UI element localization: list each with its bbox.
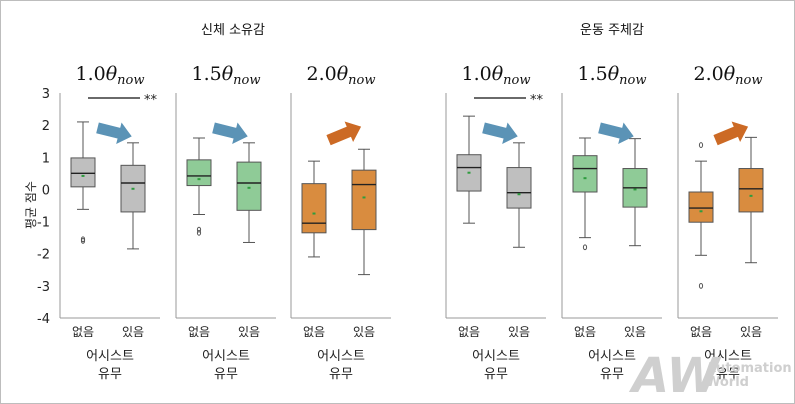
x-category-label: 있음: [353, 325, 375, 339]
x-axis-title: 어시스트: [588, 349, 636, 364]
y-tick-label: 0: [42, 183, 50, 198]
outlier-point: [196, 226, 202, 233]
x-axis-title: 어시스트: [704, 349, 752, 364]
trend-arrow: [713, 121, 749, 146]
panel-title: 2.0θnow: [694, 63, 763, 88]
x-axis-title: 유무: [600, 367, 624, 382]
x-category-label: 없음: [303, 325, 325, 339]
x-category-label: 없음: [72, 325, 94, 339]
trend-arrow: [96, 122, 132, 144]
y-tick-label: 3: [42, 87, 50, 102]
box-iqr: [236, 161, 262, 211]
trend-arrow-shape: [482, 122, 518, 144]
y-tick-label: -1: [37, 216, 50, 231]
y-tick-label: -3: [37, 280, 50, 295]
box-iqr: [572, 155, 598, 193]
x-category-label: 있음: [624, 325, 646, 339]
trend-arrow: [326, 121, 362, 146]
trend-arrow-shape: [96, 122, 132, 144]
panel-title: 1.0θnow: [462, 63, 531, 88]
trend-arrow-shape: [713, 121, 749, 146]
panel-title: 1.0θnow: [76, 63, 145, 88]
x-axis-title: 유무: [484, 367, 508, 382]
x-axis-title: 유무: [716, 367, 740, 382]
x-category-label: 없음: [690, 325, 712, 339]
x-category-label: 없음: [458, 325, 480, 339]
box-iqr: [506, 167, 532, 209]
box-iqr: [738, 168, 764, 213]
y-tick-label: 1: [42, 151, 50, 166]
x-category-label: 있음: [508, 325, 530, 339]
panel-title: 2.0θnow: [307, 63, 376, 88]
outlier-point: [80, 237, 86, 244]
x-category-label: 없음: [574, 325, 596, 339]
x-axis-title: 유무: [329, 367, 353, 382]
trend-arrow: [482, 122, 518, 144]
y-tick-label: 2: [42, 119, 50, 134]
x-axis-title: 유무: [98, 367, 122, 382]
x-category-label: 있음: [122, 325, 144, 339]
outlier-point: [698, 142, 704, 148]
outlier-point: [698, 282, 704, 289]
group-title: 신체 소유감: [201, 23, 265, 38]
box-iqr: [351, 169, 377, 231]
watermark-text: World: [706, 375, 749, 390]
panel-title: 1.5θnow: [192, 63, 261, 88]
outlier-point: [196, 229, 202, 236]
outlier-point: [582, 244, 588, 251]
trend-arrow-shape: [598, 122, 634, 144]
box-iqr: [70, 157, 96, 188]
box-iqr: [301, 183, 327, 234]
x-axis-title: 어시스트: [202, 349, 250, 364]
trend-arrow-shape: [326, 121, 362, 146]
x-axis-title: 어시스트: [472, 349, 520, 364]
x-category-label: 있음: [238, 325, 260, 339]
y-tick-label: -2: [37, 248, 50, 263]
watermark-text: Automation: [706, 361, 792, 376]
x-axis-title: 어시스트: [86, 349, 134, 364]
watermark-logo: AW: [628, 348, 722, 404]
box-iqr: [688, 191, 714, 223]
y-tick-label: -4: [37, 312, 50, 327]
x-category-label: 없음: [188, 325, 210, 339]
significance-label: **: [144, 93, 158, 108]
trend-arrow: [598, 122, 634, 144]
trend-arrow: [212, 122, 248, 144]
x-axis-title: 어시스트: [317, 349, 365, 364]
significance-label: **: [530, 93, 544, 108]
x-category-label: 있음: [740, 325, 762, 339]
x-axis-title: 유무: [214, 367, 238, 382]
panel-title: 1.5θnow: [578, 63, 647, 88]
box-iqr: [186, 159, 212, 187]
y-axis-label: 평균 점수: [24, 181, 38, 229]
trend-arrow-shape: [212, 122, 248, 144]
group-title: 운동 주체감: [580, 23, 644, 38]
